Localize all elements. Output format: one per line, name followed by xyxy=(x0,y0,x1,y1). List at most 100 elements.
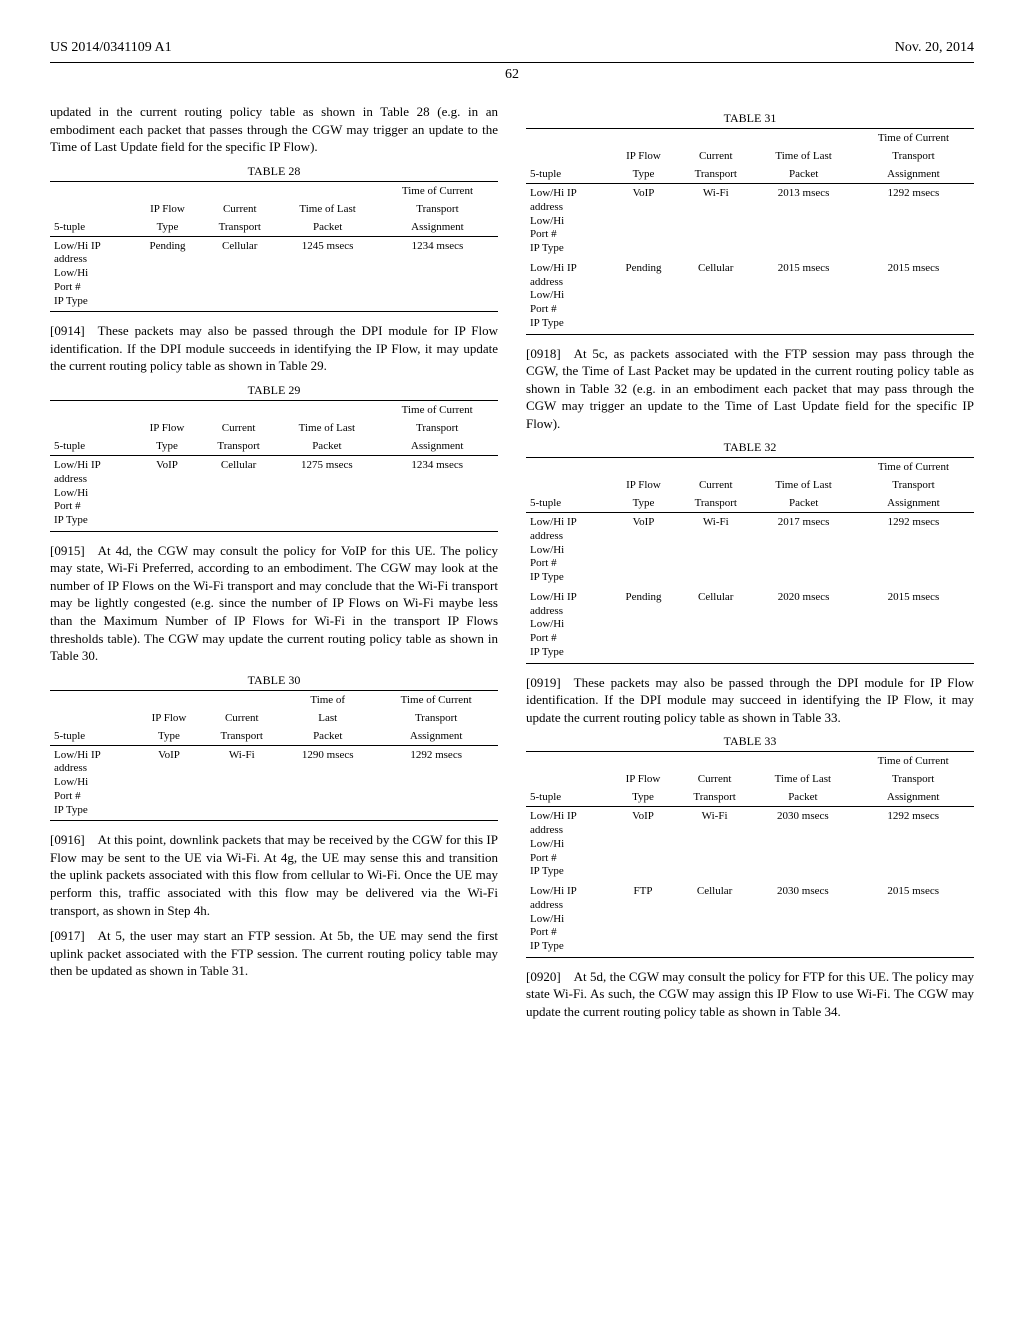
th: Transport xyxy=(201,218,278,237)
td: Pending xyxy=(610,259,677,334)
th: IP Flow xyxy=(134,419,200,437)
th: Time of Last xyxy=(754,476,853,494)
th: Type xyxy=(610,494,677,513)
table32: Time of Current IP Flow Current Time of … xyxy=(526,457,974,664)
td: Wi-Fi xyxy=(202,745,281,821)
th: Time of Last xyxy=(753,770,852,788)
th: Time of Last xyxy=(754,147,853,165)
left-column: updated in the current routing policy ta… xyxy=(50,103,498,1029)
th: Current xyxy=(201,200,278,218)
th: 5-tuple xyxy=(50,218,134,237)
th: Packet xyxy=(754,494,853,513)
td: Low/Hi IP address Low/Hi Port # IP Type xyxy=(526,513,610,588)
th: Transport xyxy=(677,494,754,513)
td: 1234 msecs xyxy=(376,456,498,532)
td: VoIP xyxy=(134,456,200,532)
pub-date: Nov. 20, 2014 xyxy=(895,40,974,56)
th: IP Flow xyxy=(136,709,203,727)
td: Pending xyxy=(134,236,201,312)
td: Low/Hi IP address Low/Hi Port # IP Type xyxy=(526,807,610,882)
th: Packet xyxy=(277,437,376,456)
th: Transport xyxy=(852,770,974,788)
th: Transport xyxy=(374,709,498,727)
header-rule xyxy=(50,62,974,63)
table29: Time of Current IP Flow Current Time of … xyxy=(50,400,498,532)
th: Type xyxy=(134,437,200,456)
td: 2015 msecs xyxy=(853,259,974,334)
two-column-layout: updated in the current routing policy ta… xyxy=(50,103,974,1029)
th: Current xyxy=(202,709,281,727)
intro-text: updated in the current routing policy ta… xyxy=(50,103,498,156)
th: IP Flow xyxy=(610,147,677,165)
td: Wi-Fi xyxy=(676,807,753,882)
th: Packet xyxy=(281,727,374,746)
th: 5-tuple xyxy=(526,494,610,513)
th: 5-tuple xyxy=(50,437,134,456)
table33-caption: TABLE 33 xyxy=(526,734,974,749)
td: Wi-Fi xyxy=(677,513,754,588)
td: Cellular xyxy=(677,588,754,663)
th: Transport xyxy=(202,727,281,746)
td: VoIP xyxy=(610,184,677,259)
pub-number: US 2014/0341109 A1 xyxy=(50,40,172,56)
para-0920: [0920] At 5d, the CGW may consult the po… xyxy=(526,968,974,1021)
td: Low/Hi IP address Low/Hi Port # IP Type xyxy=(526,184,610,259)
th: Last xyxy=(281,709,374,727)
th: Assignment xyxy=(853,165,974,184)
td: Low/Hi IP address Low/Hi Port # IP Type xyxy=(50,456,134,532)
table28-caption: TABLE 28 xyxy=(50,164,498,179)
td: 1275 msecs xyxy=(277,456,376,532)
para-0914: [0914] These packets may also be passed … xyxy=(50,322,498,375)
th: Current xyxy=(200,419,277,437)
td: Pending xyxy=(610,588,677,663)
th: Assignment xyxy=(377,218,498,237)
td: 2015 msecs xyxy=(754,259,853,334)
th: Transport xyxy=(676,788,753,807)
para-0919: [0919] These packets may also be passed … xyxy=(526,674,974,727)
td: 2015 msecs xyxy=(853,588,974,663)
td: 2030 msecs xyxy=(753,807,852,882)
td: 1292 msecs xyxy=(853,184,974,259)
td: 2020 msecs xyxy=(754,588,853,663)
th: Packet xyxy=(753,788,852,807)
td: 2017 msecs xyxy=(754,513,853,588)
td: Low/Hi IP address Low/Hi Port # IP Type xyxy=(526,588,610,663)
td: 1234 msecs xyxy=(377,236,498,312)
td: 2015 msecs xyxy=(852,882,974,957)
td: Cellular xyxy=(201,236,278,312)
td: Cellular xyxy=(676,882,753,957)
right-column: TABLE 31 Time of Current IP Flow Current… xyxy=(526,103,974,1029)
th: Type xyxy=(610,788,676,807)
td: 1245 msecs xyxy=(278,236,377,312)
th: Transport xyxy=(377,200,498,218)
th: Transport xyxy=(677,165,754,184)
th: Time of Last xyxy=(277,419,376,437)
th: Transport xyxy=(853,476,974,494)
table32-caption: TABLE 32 xyxy=(526,440,974,455)
th: 5-tuple xyxy=(526,788,610,807)
th: Time of Current xyxy=(853,129,974,148)
th: Time of Current xyxy=(853,458,974,477)
th: Type xyxy=(136,727,203,746)
td: Cellular xyxy=(200,456,277,532)
th: Current xyxy=(677,147,754,165)
para-0915: [0915] At 4d, the CGW may consult the po… xyxy=(50,542,498,665)
td: Wi-Fi xyxy=(677,184,754,259)
td: 1290 msecs xyxy=(281,745,374,821)
para-0918: [0918] At 5c, as packets associated with… xyxy=(526,345,974,433)
th: Time of Last xyxy=(278,200,377,218)
th: Packet xyxy=(278,218,377,237)
th: IP Flow xyxy=(610,770,676,788)
table28: Time of Current IP Flow Current Time of … xyxy=(50,181,498,313)
td: Low/Hi IP address Low/Hi Port # IP Type xyxy=(526,882,610,957)
th: Current xyxy=(676,770,753,788)
td: Cellular xyxy=(677,259,754,334)
th: Transport xyxy=(853,147,974,165)
th: Transport xyxy=(376,419,498,437)
td: VoIP xyxy=(610,807,676,882)
table33: Time of Current IP Flow Current Time of … xyxy=(526,751,974,958)
td: VoIP xyxy=(136,745,203,821)
th: Type xyxy=(134,218,201,237)
td: 2030 msecs xyxy=(753,882,852,957)
th: Time of Current xyxy=(374,690,498,709)
